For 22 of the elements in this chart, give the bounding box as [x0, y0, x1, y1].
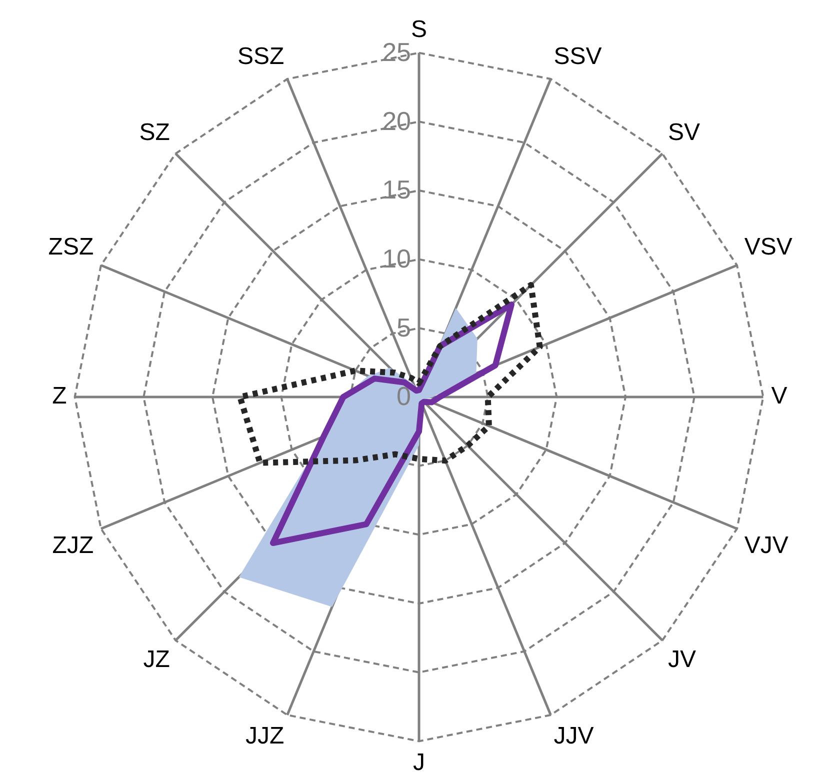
- y-tick-label: 0: [396, 381, 411, 412]
- spoke-label: VSV: [744, 233, 792, 260]
- spoke-label: VJV: [744, 532, 788, 559]
- spoke-label: Z: [52, 382, 67, 410]
- spoke-label: JZ: [143, 646, 170, 674]
- spoke-label: SV: [668, 119, 700, 146]
- spoke-label: J: [413, 749, 425, 776]
- y-tick-label: 15: [382, 174, 411, 205]
- y-tick-label: 5: [396, 312, 411, 342]
- y-tick-label: 20: [382, 106, 411, 136]
- spoke-label: ZJZ: [52, 532, 94, 559]
- spoke-label: SSV: [554, 42, 602, 70]
- spoke-label: JJZ: [246, 722, 284, 750]
- spoke-label: S: [410, 16, 428, 44]
- spoke-label: ZSZ: [48, 233, 94, 260]
- y-tick-label: 10: [382, 243, 411, 274]
- spoke-label: SZ: [139, 119, 170, 146]
- spoke-label: JJV: [554, 722, 594, 750]
- y-tick-label: 25: [382, 36, 411, 67]
- spoke-label: SSZ: [238, 42, 284, 70]
- spoke-label: JV: [668, 646, 696, 674]
- spoke-label: V: [771, 382, 788, 410]
